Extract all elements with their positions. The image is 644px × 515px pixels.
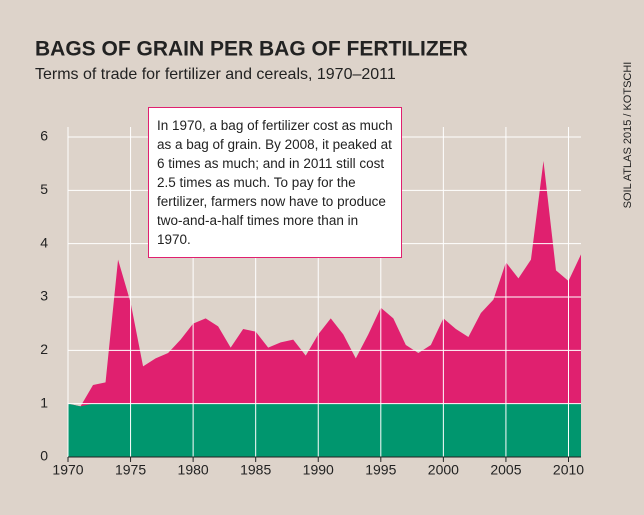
area: [68, 403, 581, 457]
chart-title: BAGS OF GRAIN PER BAG OF FERTILIZER: [35, 38, 468, 61]
y-tick-label: 0: [40, 448, 48, 464]
x-tick-label: 1990: [303, 462, 334, 478]
y-tick-label: 2: [40, 341, 48, 357]
x-tick-label: 1980: [178, 462, 209, 478]
x-tick-label: 2000: [428, 462, 459, 478]
y-tick-label: 3: [40, 288, 48, 304]
x-tick-label: 1995: [365, 462, 396, 478]
y-tick-label: 6: [40, 128, 48, 144]
source: SOIL ATLAS 2015 / KOTSCHI: [622, 62, 634, 209]
x-tick-label: 1975: [115, 462, 146, 478]
y-tick-label: 5: [40, 181, 48, 197]
chart-subtitle: Terms of trade for fertilizer and cereal…: [35, 66, 396, 83]
y-tick-label: 1: [40, 394, 48, 410]
area: [68, 161, 581, 457]
x-tick-label: 2005: [490, 462, 521, 478]
x-tick-label: 1970: [52, 462, 83, 478]
x-tick-label: 2010: [553, 462, 584, 478]
y-tick-label: 4: [40, 234, 48, 250]
x-tick-label: 1985: [240, 462, 271, 478]
annotation: In 1970, a bag of fertilizer cost as muc…: [148, 107, 402, 258]
